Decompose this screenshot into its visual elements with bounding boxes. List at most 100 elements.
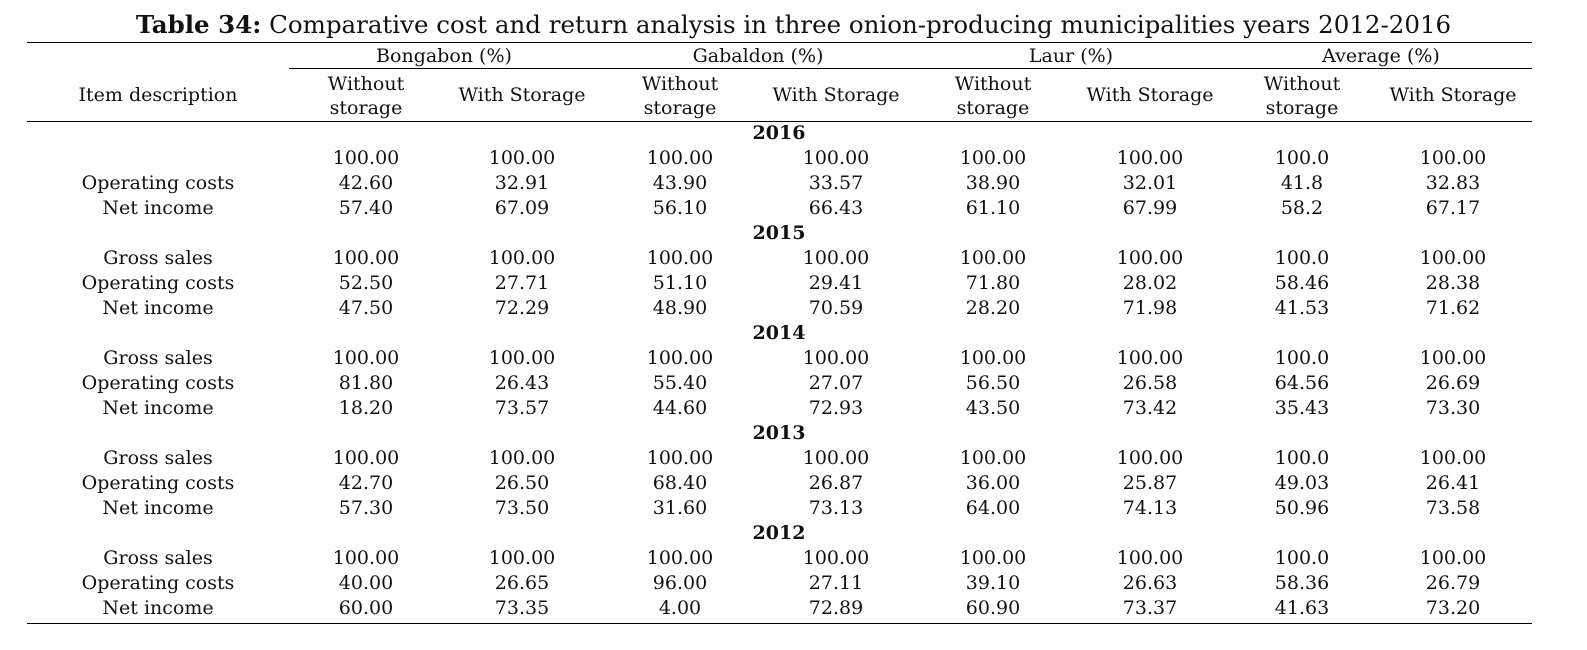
table-cell: 73.13: [808, 497, 864, 519]
table-cell: 74.13: [1122, 497, 1178, 519]
row-label: Gross sales: [103, 247, 213, 269]
table-cell: 100.00: [488, 447, 556, 469]
table-cell: 70.59: [808, 297, 864, 319]
subheader-with-storage: With Storage: [1389, 84, 1517, 106]
table-cell: 28.20: [965, 297, 1021, 319]
group-header: Laur (%): [1028, 45, 1114, 67]
table-cell: 26.65: [494, 572, 550, 594]
table-cell: 25.87: [1122, 472, 1178, 494]
table-cell: 100.00: [1419, 347, 1487, 369]
table-cell: 32.83: [1425, 172, 1481, 194]
table-cell: 100.0: [1274, 147, 1330, 169]
table-cell: 73.35: [494, 597, 550, 619]
table-cell: 100.00: [332, 447, 400, 469]
table-cell: 51.10: [652, 272, 708, 294]
table-cell: 100.00: [1116, 447, 1184, 469]
year-row-2012: 2012: [752, 522, 806, 544]
table-cell: 61.10: [965, 197, 1021, 219]
table-cell: 100.00: [802, 147, 870, 169]
table-cell: 41.53: [1274, 297, 1330, 319]
table-cell: 100.00: [1419, 447, 1487, 469]
table-cell: 100.00: [959, 247, 1027, 269]
table-cell: 50.96: [1274, 497, 1330, 519]
subheader-without-storage: Without: [641, 73, 719, 95]
table-cell: 26.41: [1425, 472, 1481, 494]
year-row-2014: 2014: [752, 322, 806, 344]
table-cell: 100.00: [488, 547, 556, 569]
table-cell: 100.00: [1419, 247, 1487, 269]
table-cell: 64.56: [1274, 372, 1330, 394]
row-label: Operating costs: [81, 272, 235, 294]
table-cell: 100.00: [488, 247, 556, 269]
table-title: Table 34: Comparative cost and return an…: [0, 10, 1587, 40]
table-cell: 73.30: [1425, 397, 1481, 419]
table-cell: 100.00: [959, 547, 1027, 569]
table-cell: 68.40: [652, 472, 708, 494]
row-label: Net income: [102, 497, 214, 519]
table-cell: 56.10: [652, 197, 708, 219]
table-cell: 100.00: [646, 347, 714, 369]
year-row-2016: 2016: [752, 122, 806, 144]
table-cell: 100.00: [802, 547, 870, 569]
table-cell: 100.00: [959, 147, 1027, 169]
subheader-without-storage: storage: [643, 97, 717, 119]
table-cell: 81.80: [338, 372, 394, 394]
group-header: Average (%): [1322, 45, 1440, 67]
year-row-2015: 2015: [752, 222, 806, 244]
subheader-without-storage: Without: [327, 73, 405, 95]
table-cell: 72.93: [808, 397, 864, 419]
table-cell: 60.00: [338, 597, 394, 619]
table-cell: 100.00: [1116, 547, 1184, 569]
table-cell: 71.98: [1122, 297, 1178, 319]
table-bottom-rule: [27, 623, 1532, 624]
table-cell: 100.00: [1419, 547, 1487, 569]
table-cell: 100.0: [1274, 447, 1330, 469]
table-cell: 26.50: [494, 472, 550, 494]
table-cell: 39.10: [965, 572, 1021, 594]
table-cell: 32.91: [494, 172, 550, 194]
table-cell: 73.58: [1425, 497, 1481, 519]
table-cell: 58.2: [1280, 197, 1324, 219]
subheader-with-storage: With Storage: [1086, 84, 1214, 106]
table-cell: 43.90: [652, 172, 708, 194]
table-cell: 28.38: [1425, 272, 1481, 294]
table-cell: 100.00: [802, 347, 870, 369]
row-label: Operating costs: [81, 572, 235, 594]
table-cell: 26.87: [808, 472, 864, 494]
table-cell: 26.69: [1425, 372, 1481, 394]
subheader-without-storage: storage: [956, 97, 1030, 119]
table-cell: 100.0: [1274, 347, 1330, 369]
table-cell: 31.60: [652, 497, 708, 519]
table-cell: 64.00: [965, 497, 1021, 519]
table-cell: 73.37: [1122, 597, 1178, 619]
table-cell: 40.00: [338, 572, 394, 594]
table-cell: 100.00: [646, 247, 714, 269]
row-label: Gross sales: [103, 547, 213, 569]
table-cell: 47.50: [338, 297, 394, 319]
table-cell: 100.00: [646, 547, 714, 569]
table-cell: 71.80: [965, 272, 1021, 294]
table-cell: 41.8: [1280, 172, 1324, 194]
table-cell: 32.01: [1122, 172, 1178, 194]
group-rule: [1230, 68, 1532, 69]
row-label: Net income: [102, 197, 214, 219]
table-cell: 73.42: [1122, 397, 1178, 419]
subheader-without-storage: storage: [1265, 97, 1339, 119]
table-cell: 66.43: [808, 197, 864, 219]
table-cell: 26.58: [1122, 372, 1178, 394]
table-cell: 57.40: [338, 197, 394, 219]
table-cell: 100.00: [646, 147, 714, 169]
table-cell: 48.90: [652, 297, 708, 319]
group-rule: [603, 68, 916, 69]
table-cell: 100.00: [959, 347, 1027, 369]
item-description-header: Item description: [78, 84, 238, 106]
table-cell: 100.00: [1116, 147, 1184, 169]
group-header: Bongabon (%): [376, 45, 512, 67]
table-cell: 100.0: [1274, 247, 1330, 269]
table-cell: 100.00: [802, 447, 870, 469]
table-cell: 100.00: [488, 147, 556, 169]
group-header: Gabaldon (%): [692, 45, 824, 67]
table-caption: Comparative cost and return analysis in …: [261, 10, 1452, 39]
row-label: Net income: [102, 397, 214, 419]
table-cell: 55.40: [652, 372, 708, 394]
